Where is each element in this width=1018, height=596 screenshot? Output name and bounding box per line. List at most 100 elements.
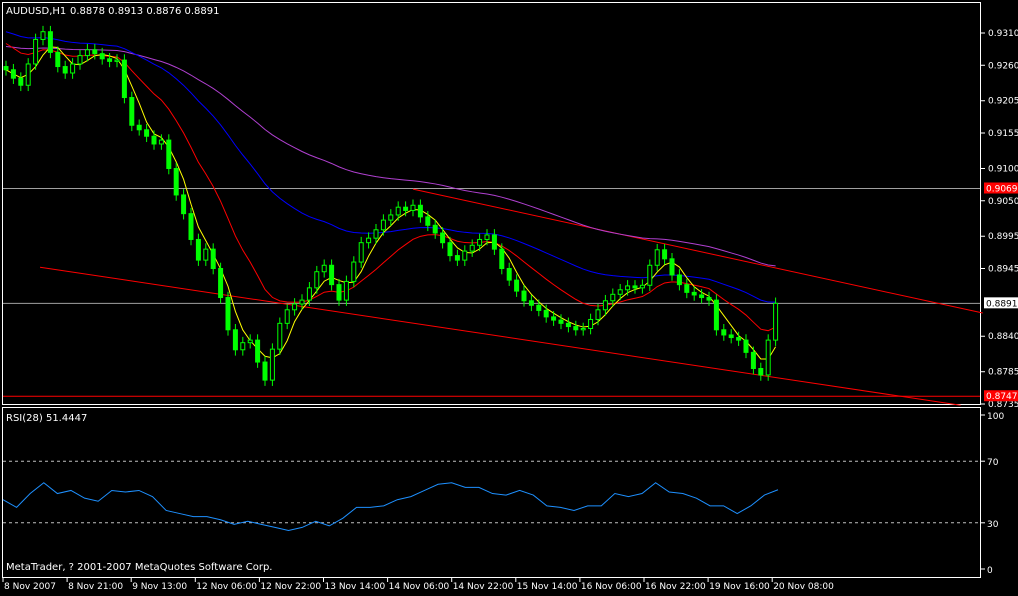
candle — [25, 58, 31, 92]
candle — [632, 280, 638, 294]
candle — [580, 322, 586, 336]
candle — [240, 336, 246, 356]
candle-body — [647, 264, 653, 286]
candle-body — [203, 248, 209, 261]
candle-body — [699, 294, 705, 299]
price-level-marker — [984, 390, 1018, 402]
price-tick-label: 0.8995 — [988, 232, 1018, 242]
candle — [617, 283, 623, 301]
candle-body — [410, 204, 416, 211]
candle — [403, 201, 409, 217]
price-tick-label: 0.9310 — [988, 29, 1018, 39]
candle-body — [447, 242, 453, 257]
candle-body — [543, 309, 549, 318]
candle — [247, 334, 253, 349]
price-level-label: 0.8747 — [986, 392, 1018, 402]
candle — [373, 223, 379, 244]
candle-body — [158, 139, 164, 145]
candle — [514, 274, 520, 297]
candle — [469, 239, 475, 257]
copyright-text: MetaTrader, ? 2001-2007 MetaQuotes Softw… — [6, 562, 272, 573]
candle-body — [84, 49, 90, 57]
candle-body — [144, 129, 150, 137]
candle — [292, 298, 298, 316]
candle — [728, 329, 734, 344]
candle-body — [218, 267, 224, 299]
candle-body — [728, 334, 734, 339]
candle — [255, 334, 261, 368]
price-tick-label: 0.8785 — [988, 368, 1018, 378]
candle-body — [210, 248, 216, 269]
rsi-tick-label: 0 — [987, 566, 993, 576]
candle — [136, 119, 142, 136]
rsi-tick-label: 30 — [987, 520, 999, 530]
candle-body — [3, 66, 9, 71]
candle — [388, 209, 394, 226]
candle — [284, 303, 290, 330]
candle — [750, 346, 756, 375]
candle — [18, 72, 24, 92]
candle — [669, 253, 675, 281]
candle-body — [662, 249, 668, 260]
candle — [92, 43, 98, 60]
candle — [410, 199, 416, 217]
candle-body — [425, 216, 431, 226]
candle — [380, 214, 386, 236]
candle-body — [750, 351, 756, 370]
time-tick-label: 12 Nov 06:00 — [196, 582, 257, 592]
candle-body — [173, 167, 179, 196]
candle — [158, 134, 164, 150]
candle-body — [758, 368, 764, 376]
candle — [55, 46, 61, 73]
candle-body — [721, 329, 727, 336]
candle-body — [195, 238, 201, 261]
candle-body — [299, 299, 305, 305]
candle — [99, 47, 105, 65]
candle — [691, 286, 697, 301]
candle-body — [47, 31, 53, 53]
candle — [499, 243, 505, 275]
rsi-tick-label: 70 — [987, 458, 999, 468]
candle-body — [225, 297, 231, 331]
time-tick-label: 15 Nov 14:00 — [517, 582, 578, 592]
candle-body — [181, 194, 187, 215]
candle-body — [77, 55, 83, 65]
candle-body — [432, 224, 438, 234]
candle-body — [551, 316, 557, 321]
time-tick-label: 16 Nov 22:00 — [645, 582, 706, 592]
candle — [40, 25, 46, 46]
time-tick-label: 19 Nov 16:00 — [709, 582, 770, 592]
candle — [129, 91, 135, 132]
candle — [232, 323, 238, 356]
rsi-panel[interactable] — [2, 407, 981, 578]
time-tick-label: 14 Nov 06:00 — [389, 582, 450, 592]
candle-body — [573, 326, 579, 331]
candle-body — [639, 284, 645, 289]
candle — [462, 245, 468, 266]
candle-body — [284, 309, 290, 324]
candle — [676, 269, 682, 291]
price-plot — [3, 25, 983, 406]
candle-body — [395, 206, 401, 216]
price-tick-label: 0.9155 — [988, 129, 1018, 139]
candle-body — [484, 234, 490, 240]
candle-body — [269, 348, 275, 381]
candle — [602, 294, 608, 316]
candle-body — [107, 58, 113, 62]
candle — [425, 211, 431, 232]
price-level-marker — [984, 297, 1018, 309]
candle — [506, 262, 512, 286]
price-level-marker — [984, 182, 1018, 194]
candle-body — [469, 244, 475, 252]
candle — [736, 331, 742, 346]
candle-body — [351, 261, 357, 282]
candle — [262, 356, 268, 386]
price-tick-label: 0.8735 — [988, 400, 1018, 410]
candle-body — [306, 287, 312, 301]
candle-body — [114, 59, 120, 62]
price-tick-label: 0.9260 — [988, 61, 1018, 71]
candle-body — [188, 213, 194, 240]
candle-body — [514, 279, 520, 292]
price-panel[interactable] — [2, 2, 981, 405]
